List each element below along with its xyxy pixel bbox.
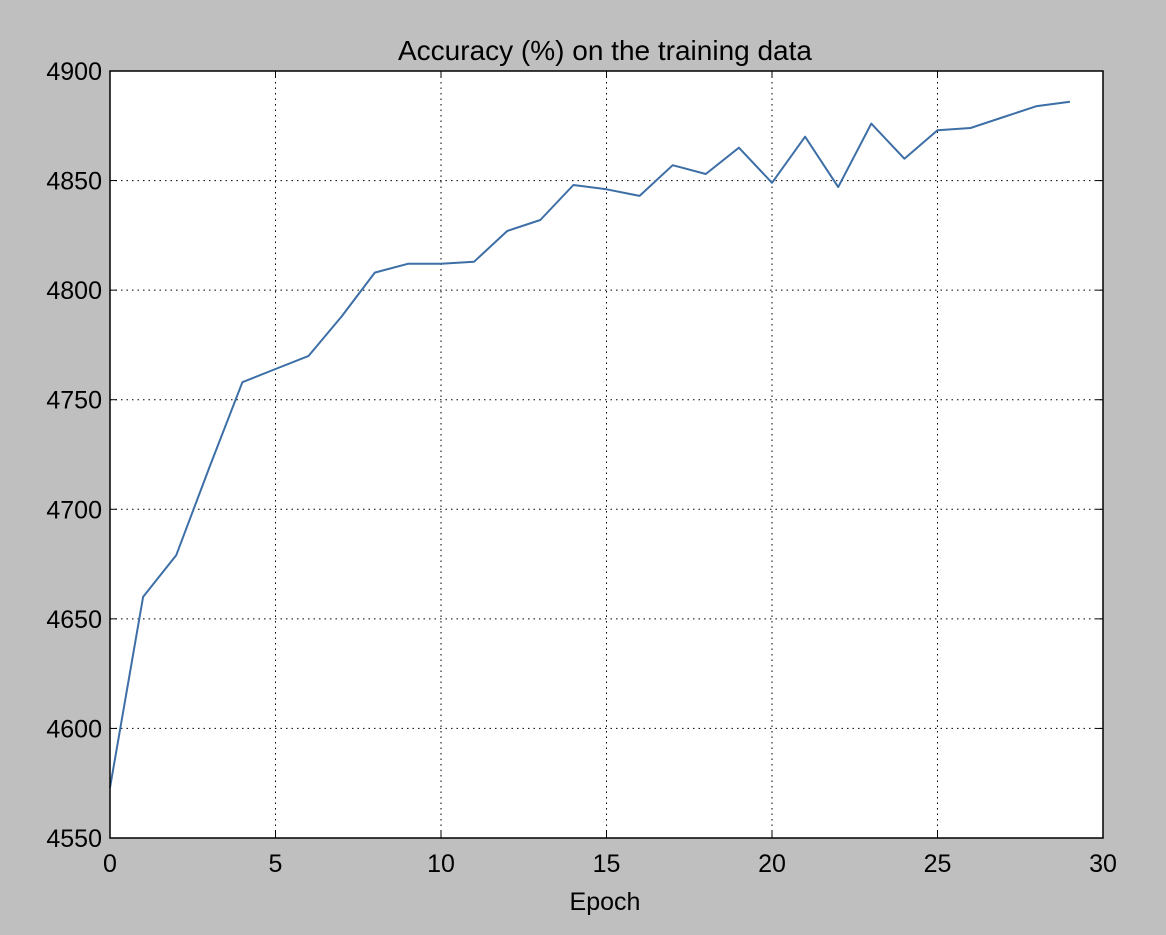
x-tick-labels: 0 5 10 15 20 25 30 [103,850,1117,878]
x-axis-label: Epoch [570,888,641,916]
y-tick-label: 4750 [46,387,102,415]
y-tick-label: 4600 [46,715,102,743]
x-tick-label: 25 [924,850,952,878]
plot-area [110,71,1103,838]
y-tick-label: 4850 [46,168,102,196]
y-tick-label: 4650 [46,606,102,634]
x-tick-label: 30 [1089,850,1117,878]
x-tick-label: 10 [427,850,455,878]
y-tick-label: 4550 [46,825,102,853]
x-tick-label: 5 [269,850,283,878]
y-tick-labels: 4550 4600 4650 4700 4750 4800 4850 4900 [46,58,102,853]
x-tick-label: 15 [593,850,621,878]
y-tick-label: 4800 [46,277,102,305]
x-tick-label: 20 [758,850,786,878]
y-tick-label: 4700 [46,496,102,524]
chart-title: Accuracy (%) on the training data [398,35,812,66]
x-tick-label: 0 [103,850,117,878]
y-tick-label: 4900 [46,58,102,86]
